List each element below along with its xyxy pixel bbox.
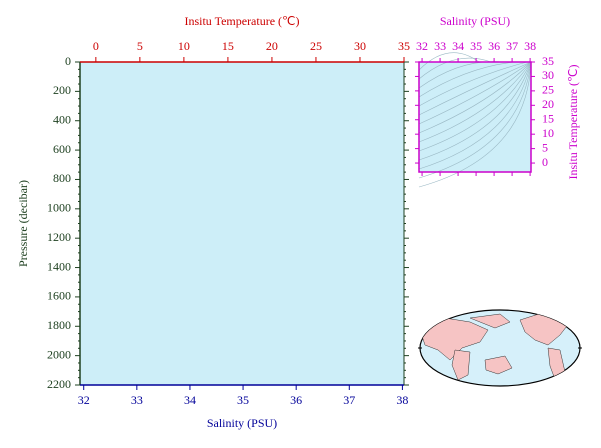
y-tick-label: 15 (542, 111, 554, 125)
x2-tick-label: 30 (354, 39, 366, 53)
y-tick-label: 20 (542, 97, 554, 111)
y-tick-label: 2200 (47, 377, 71, 391)
x-tick-label: 36 (488, 39, 500, 53)
x-tick-label: 35 (470, 39, 482, 53)
y-tick-label: 1800 (47, 318, 71, 332)
isopycnal (418, 57, 492, 80)
y-tick-label: 10 (542, 126, 554, 140)
y-tick-label: 25 (542, 83, 554, 97)
x-tick-label: 36 (290, 393, 302, 407)
y-axis-title: Pressure (decibar) (16, 180, 30, 267)
x-tick-label: 35 (237, 393, 249, 407)
isopycnals (418, 52, 532, 188)
y-tick-label: 5 (542, 140, 548, 154)
x-tick-label: 33 (131, 393, 143, 407)
y-tick-label: 1600 (47, 289, 71, 303)
x2-tick-label: 35 (398, 39, 410, 53)
y-tick-label: 0 (65, 54, 71, 68)
isopycnal (418, 61, 528, 107)
plot-area (419, 62, 531, 172)
x-tick-label: 38 (396, 393, 408, 407)
y-tick-label: 1000 (47, 201, 71, 215)
x-axis-title: Salinity (PSU) (207, 416, 277, 430)
x-tick-label: 37 (343, 393, 355, 407)
y-tick-label: 30 (542, 68, 554, 82)
isopycnal (418, 61, 532, 152)
x-tick-label: 34 (452, 39, 464, 53)
isopycnal (418, 61, 532, 134)
x-tick-label: 34 (184, 393, 196, 407)
y-tick-label: 600 (53, 142, 71, 156)
isopycnal (418, 61, 532, 188)
x2-tick-label: 10 (178, 39, 190, 53)
y-axis-title: Insitu Temperature (℃) (566, 64, 580, 179)
x2-tick-label: 20 (266, 39, 278, 53)
y-tick-label: 800 (53, 171, 71, 185)
world-map (418, 309, 582, 387)
isopycnal (418, 61, 532, 125)
isopycnal (418, 61, 532, 143)
isopycnal (418, 61, 532, 179)
y-tick-label: 35 (542, 54, 554, 68)
y-tick-label: 0 (542, 155, 548, 169)
isopycnal (418, 61, 516, 98)
plot-area (80, 62, 404, 385)
y-tick-label: 1400 (47, 259, 71, 273)
x-axis-title: Salinity (PSU) (440, 14, 510, 28)
isopycnal (418, 61, 532, 116)
x2-tick-label: 25 (310, 39, 322, 53)
y-tick-label: 1200 (47, 230, 71, 244)
x-tick-label: 32 (78, 393, 90, 407)
x2-tick-label: 5 (137, 39, 143, 53)
isopycnal (418, 61, 532, 170)
x2-tick-label: 15 (222, 39, 234, 53)
x2-tick-label: 0 (93, 39, 99, 53)
y-tick-label: 2000 (47, 347, 71, 361)
y-tick-label: 200 (53, 83, 71, 97)
x-tick-label: 38 (524, 39, 536, 53)
isopycnal (418, 61, 532, 161)
x-tick-label: 32 (416, 39, 428, 53)
y-tick-label: 400 (53, 112, 71, 126)
plot-frame (418, 61, 532, 173)
x-tick-label: 37 (506, 39, 518, 53)
x2-axis-title: Insitu Temperature (℃) (184, 14, 299, 28)
x-tick-label: 33 (434, 39, 446, 53)
